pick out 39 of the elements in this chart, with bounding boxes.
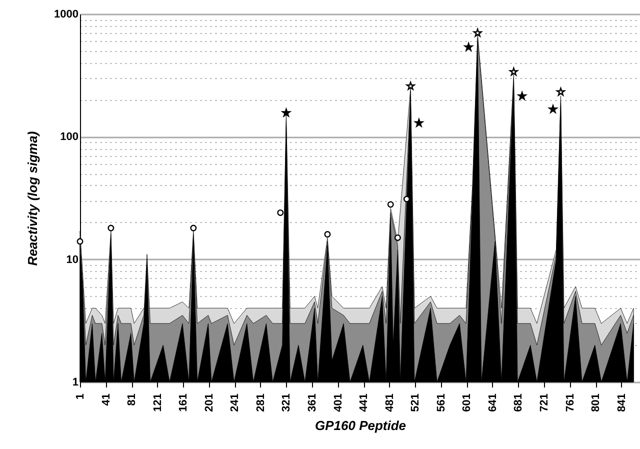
point: [190, 224, 197, 232]
x-tick-label: 161: [178, 394, 190, 412]
y-tick-label: 10: [66, 254, 78, 266]
x-tick-label: 41: [100, 394, 112, 406]
x-tick-label: 321: [280, 394, 293, 412]
x-tick-label: 361: [306, 394, 318, 412]
point: [403, 196, 410, 202]
x-tick-label: 801: [590, 394, 602, 412]
x-tick-label: 241: [229, 394, 242, 412]
x-tick-label: 1: [74, 394, 86, 400]
x-tick-label: 721: [538, 394, 550, 412]
point: [76, 238, 84, 245]
x-tick-label: 601: [461, 394, 474, 412]
x-tick-label: 561: [435, 394, 448, 412]
point: [518, 92, 526, 100]
y-tick-label: 1: [72, 376, 78, 388]
x-tick-label: 641: [486, 394, 499, 412]
x-tick-label: 481: [384, 394, 396, 412]
x-tick-label: 521: [410, 394, 422, 412]
x-tick-label: 201: [203, 394, 216, 412]
x-tick-label: 121: [152, 394, 164, 412]
x-tick-label: 441: [358, 394, 370, 412]
point: [406, 82, 415, 90]
y-tick-label: 100: [60, 131, 78, 144]
point: [394, 234, 401, 241]
x-tick-label: 841: [616, 394, 628, 412]
x-tick-label: 281: [254, 394, 267, 412]
point: [387, 201, 394, 208]
point: [277, 209, 284, 216]
x-tick-label: 401: [332, 394, 344, 412]
point: [324, 231, 331, 238]
point: [108, 224, 114, 232]
y-axis-title: Reactivity (log sigma): [25, 131, 40, 266]
x-axis-title: GP160 Peptide: [314, 418, 406, 433]
y-tick-label: 1000: [54, 8, 78, 20]
x-tick-label: 81: [126, 394, 138, 406]
x-tick-label: 761: [564, 394, 576, 412]
x-tick-label: 681: [512, 394, 525, 412]
point: [548, 104, 558, 114]
